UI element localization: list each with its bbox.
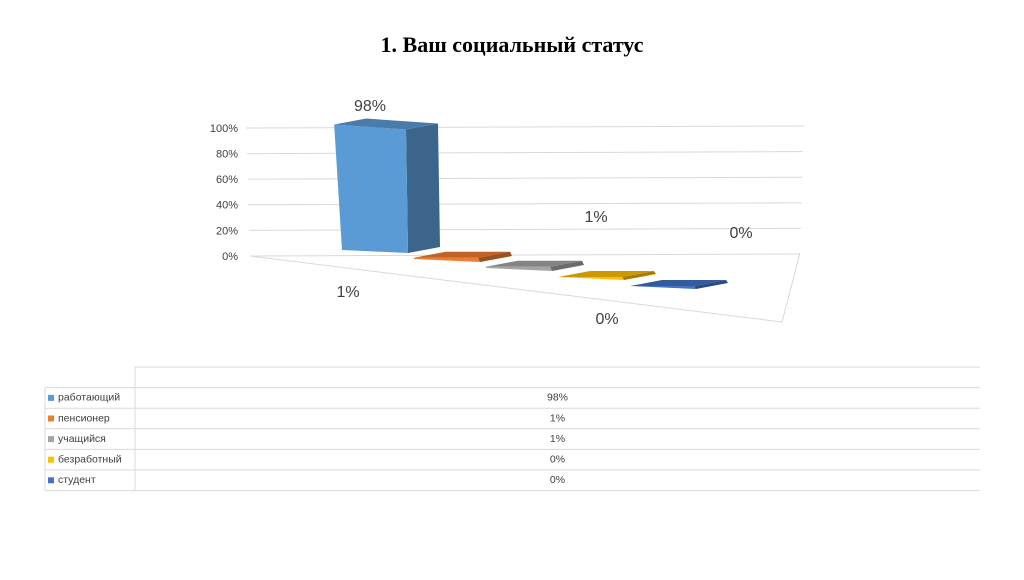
grid-line bbox=[246, 151, 804, 155]
legend-swatch bbox=[48, 477, 54, 484]
bar-top bbox=[630, 280, 726, 286]
grid-line bbox=[247, 176, 803, 180]
y-tick-label: 40% bbox=[216, 200, 238, 212]
grid-line bbox=[245, 125, 805, 129]
bar-front bbox=[630, 286, 696, 289]
bar-front bbox=[334, 124, 408, 253]
legend-label: работающий bbox=[58, 392, 120, 404]
legend-label: студент bbox=[58, 474, 96, 486]
legend-swatch bbox=[48, 415, 54, 422]
bar-top bbox=[413, 251, 510, 258]
bar-side bbox=[550, 260, 584, 271]
y-tick-label: 80% bbox=[216, 149, 238, 161]
legend-label: пенсионер bbox=[58, 412, 110, 424]
data-label: 0% bbox=[595, 311, 618, 328]
bar bbox=[413, 251, 512, 262]
data-label: 1% bbox=[584, 209, 607, 226]
bar-top bbox=[334, 118, 438, 130]
grid-line bbox=[249, 227, 801, 231]
bar-top bbox=[558, 271, 654, 277]
table-value: 1% bbox=[550, 412, 565, 424]
chart-title: 1. Ваш социальный статус bbox=[381, 32, 644, 57]
bar-front bbox=[558, 277, 624, 280]
y-tick-label: 100% bbox=[210, 123, 238, 135]
floor-edge bbox=[249, 255, 783, 323]
bar bbox=[630, 280, 728, 289]
bar-side bbox=[694, 280, 728, 289]
data-label: 1% bbox=[336, 284, 359, 301]
grid-line bbox=[249, 253, 801, 257]
table-value: 0% bbox=[550, 453, 565, 465]
bar-side bbox=[622, 271, 656, 280]
legend-label: учащийся bbox=[58, 433, 106, 445]
data-label: 0% bbox=[729, 225, 752, 242]
data-label: 98% bbox=[354, 98, 386, 115]
y-tick-label: 0% bbox=[222, 251, 238, 263]
grid-line bbox=[248, 202, 802, 206]
bar-side bbox=[406, 123, 440, 254]
bar-front bbox=[413, 257, 480, 262]
legend-swatch bbox=[48, 436, 54, 443]
table-value: 0% bbox=[550, 474, 565, 486]
table-value: 1% bbox=[550, 433, 565, 445]
y-tick-label: 20% bbox=[216, 225, 238, 237]
table-value: 98% bbox=[547, 392, 568, 404]
y-tick-label: 60% bbox=[216, 174, 238, 186]
bar-top bbox=[485, 260, 582, 267]
legend-swatch bbox=[48, 456, 54, 463]
bar-front bbox=[485, 266, 552, 271]
bar-side bbox=[478, 251, 512, 262]
floor-edge bbox=[781, 252, 801, 323]
bar bbox=[334, 118, 440, 254]
bar bbox=[558, 271, 656, 280]
bar bbox=[485, 260, 584, 271]
legend-label: безработный bbox=[58, 453, 122, 465]
legend-swatch bbox=[48, 394, 54, 401]
